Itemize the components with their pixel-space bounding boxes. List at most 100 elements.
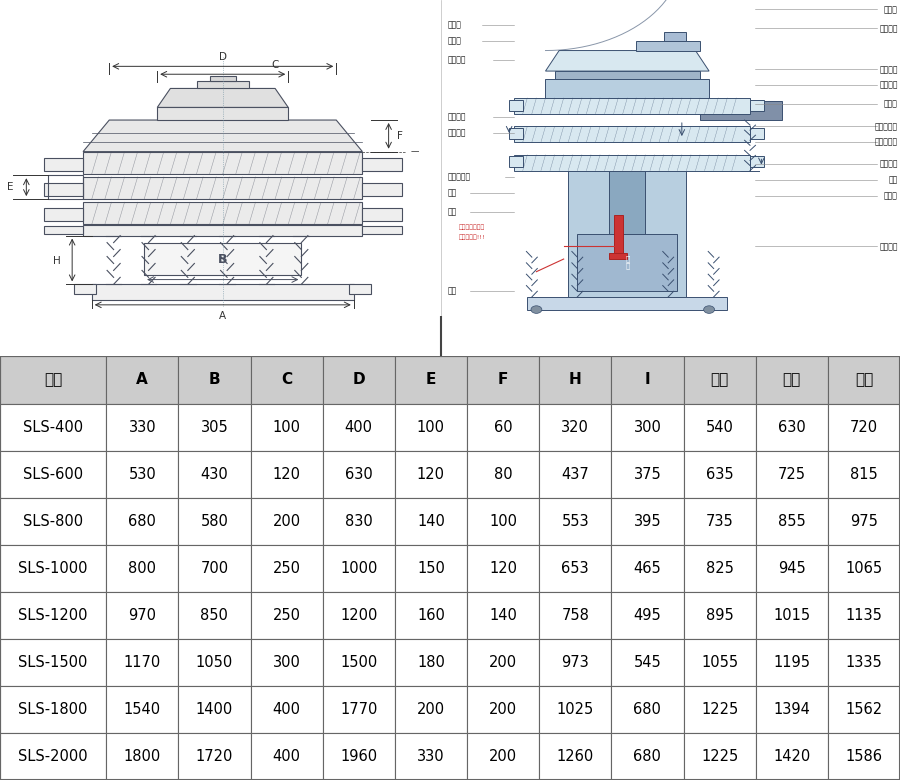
Circle shape: [704, 306, 715, 314]
Text: 120: 120: [417, 466, 445, 481]
Text: SLS-1500: SLS-1500: [18, 655, 88, 670]
Bar: [250, 592, 323, 639]
Text: 1135: 1135: [845, 608, 882, 622]
Bar: [106, 639, 178, 686]
Bar: [568, 171, 687, 297]
Bar: [49, 176, 83, 199]
Bar: [196, 80, 249, 88]
Text: 中部框架: 中部框架: [448, 112, 466, 122]
Bar: [395, 544, 467, 592]
Bar: [467, 592, 539, 639]
Bar: [250, 403, 323, 451]
Polygon shape: [83, 120, 363, 151]
Text: 495: 495: [634, 608, 661, 622]
Text: 825: 825: [706, 561, 734, 576]
Text: 330: 330: [129, 420, 156, 434]
Bar: [527, 297, 727, 310]
Text: 653: 653: [562, 561, 590, 576]
Bar: [323, 356, 395, 403]
Bar: [611, 356, 683, 403]
Text: B: B: [218, 253, 228, 265]
Bar: [756, 498, 828, 544]
Bar: [750, 156, 763, 168]
Bar: [539, 544, 611, 592]
Text: SLS-800: SLS-800: [23, 514, 83, 529]
Bar: [83, 177, 363, 199]
Text: 855: 855: [778, 514, 806, 529]
Bar: [178, 686, 250, 733]
Text: 电动机: 电动机: [884, 191, 897, 200]
Polygon shape: [158, 88, 288, 108]
Bar: [683, 592, 756, 639]
Bar: [539, 686, 611, 733]
Bar: [509, 156, 523, 168]
Text: 1065: 1065: [845, 561, 883, 576]
Text: 1394: 1394: [773, 702, 810, 717]
Bar: [828, 686, 900, 733]
Text: 60: 60: [494, 420, 512, 434]
Text: 1800: 1800: [123, 749, 161, 764]
Bar: [467, 403, 539, 451]
Bar: [756, 356, 828, 403]
Bar: [44, 226, 83, 234]
Bar: [539, 451, 611, 498]
Bar: [467, 733, 539, 780]
Text: 1586: 1586: [845, 749, 882, 764]
Text: 180: 180: [417, 655, 445, 670]
Bar: [0, 686, 106, 733]
Text: 530: 530: [129, 466, 156, 481]
Bar: [539, 403, 611, 451]
Bar: [363, 208, 401, 222]
Bar: [0, 498, 106, 544]
Bar: [106, 356, 178, 403]
Bar: [178, 356, 250, 403]
Bar: [250, 686, 323, 733]
Text: 1195: 1195: [773, 655, 810, 670]
Text: 束环: 束环: [448, 188, 457, 197]
Bar: [539, 639, 611, 686]
Bar: [92, 285, 354, 300]
Text: 运输用固定螺栓: 运输用固定螺栓: [459, 225, 485, 230]
Polygon shape: [545, 51, 709, 71]
Text: 橡胶球: 橡胶球: [884, 100, 897, 108]
Bar: [178, 639, 250, 686]
Text: 试机时去掉!!!: 试机时去掉!!!: [459, 234, 486, 239]
Text: 底部框架: 底部框架: [448, 128, 466, 137]
Bar: [514, 126, 750, 142]
Circle shape: [531, 306, 542, 314]
Bar: [611, 733, 683, 780]
Text: 830: 830: [345, 514, 373, 529]
Text: SLS-1800: SLS-1800: [18, 702, 88, 717]
Bar: [250, 498, 323, 544]
Text: 630: 630: [345, 466, 373, 481]
Bar: [44, 183, 83, 196]
Text: 辅助筛网: 辅助筛网: [879, 65, 897, 74]
Text: SLS-600: SLS-600: [23, 466, 83, 481]
Bar: [395, 686, 467, 733]
Text: 1015: 1015: [773, 608, 810, 622]
Text: 895: 895: [706, 608, 734, 622]
Text: H: H: [53, 256, 61, 266]
Bar: [756, 403, 828, 451]
Bar: [349, 285, 371, 294]
Text: E: E: [426, 373, 436, 388]
Bar: [178, 592, 250, 639]
Text: 弹簧: 弹簧: [448, 207, 457, 216]
Text: 120: 120: [273, 466, 301, 481]
Bar: [828, 733, 900, 780]
Bar: [750, 100, 763, 111]
Text: 700: 700: [201, 561, 229, 576]
Text: 1055: 1055: [701, 655, 738, 670]
Bar: [0, 639, 106, 686]
Text: 外形尺寸图: 外形尺寸图: [189, 326, 252, 346]
Text: 200: 200: [489, 655, 518, 670]
Bar: [44, 158, 83, 171]
Bar: [106, 451, 178, 498]
Text: 305: 305: [201, 420, 229, 434]
Bar: [828, 498, 900, 544]
Bar: [210, 76, 236, 80]
Bar: [467, 686, 539, 733]
Text: B: B: [209, 373, 220, 388]
Bar: [514, 98, 750, 114]
Bar: [611, 592, 683, 639]
